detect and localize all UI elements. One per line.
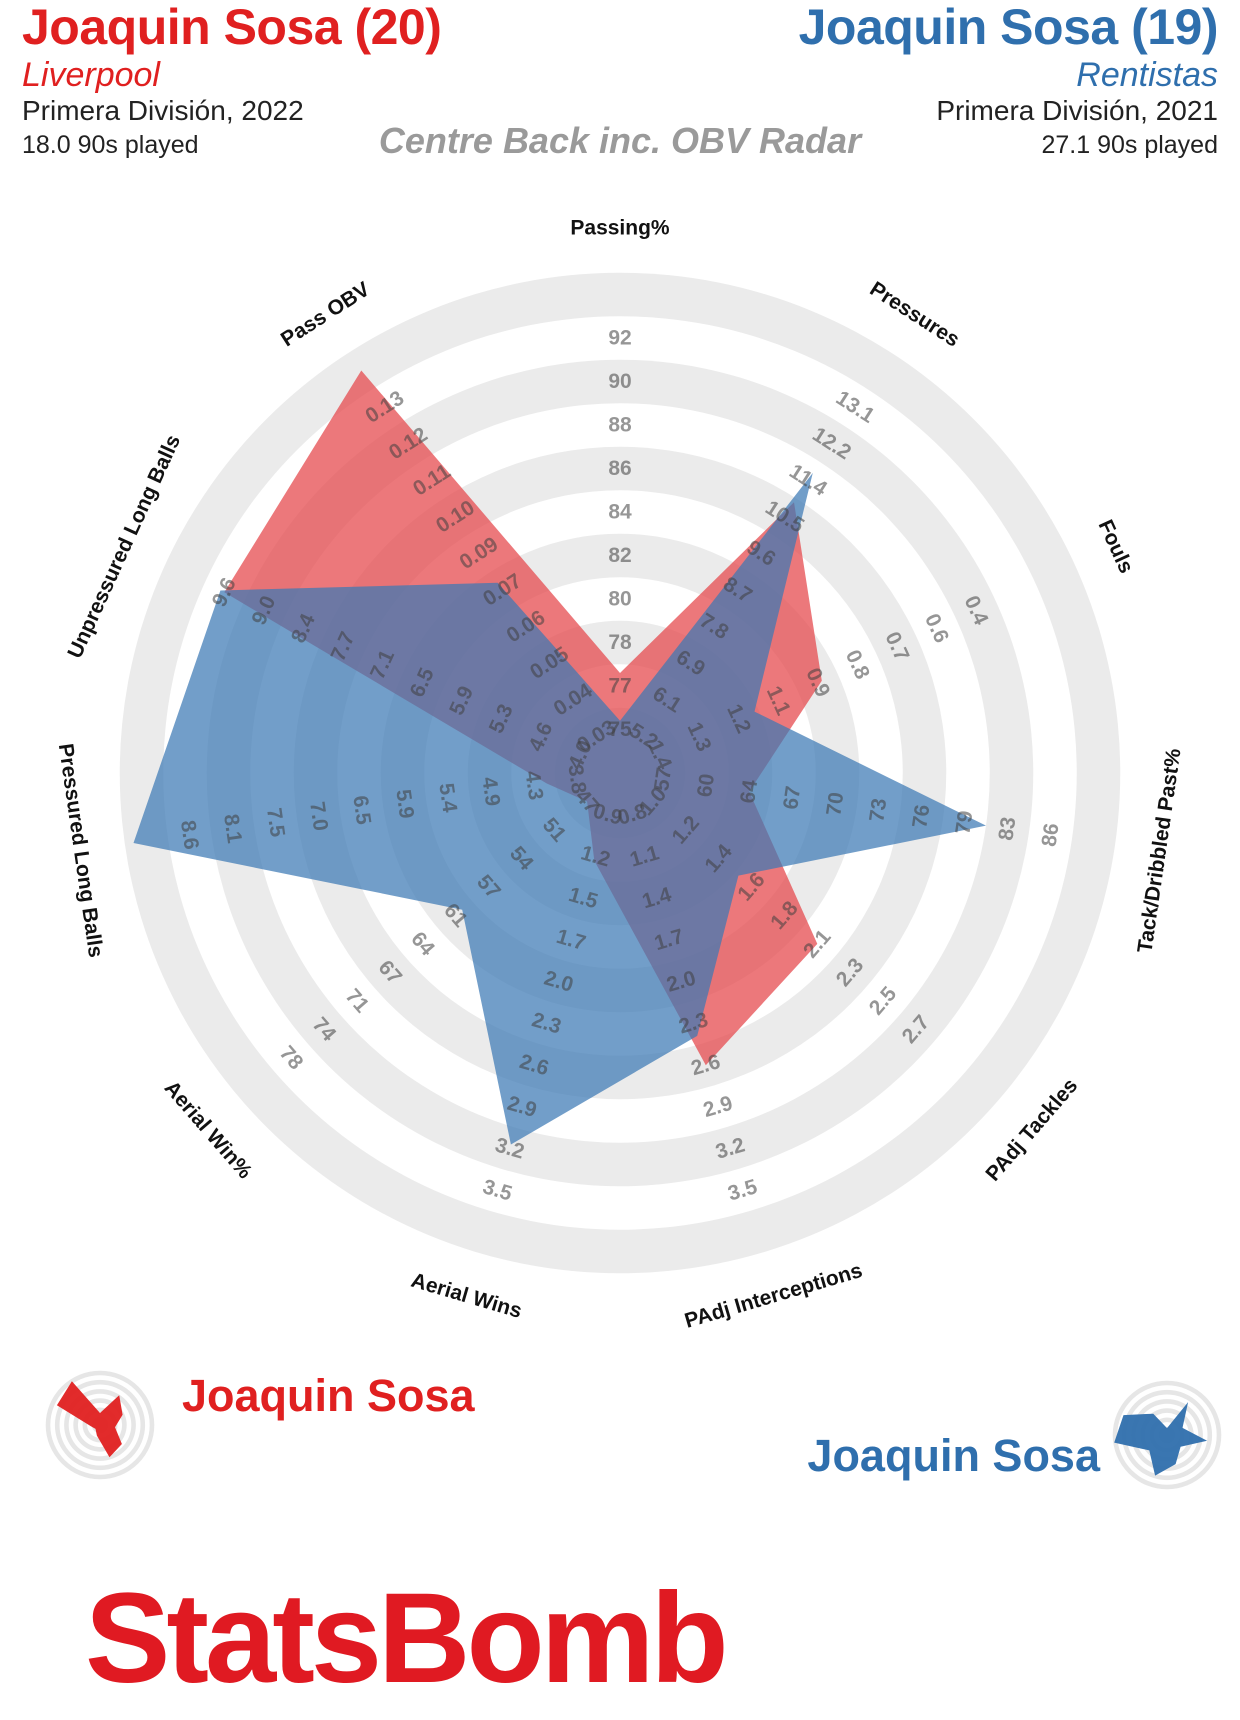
- tick-label: 57: [650, 766, 676, 792]
- radar-title: Centre Back inc. OBV Radar: [378, 120, 862, 161]
- legend-player1: Joaquin Sosa: [182, 1370, 475, 1421]
- tick-label: 86: [608, 457, 631, 480]
- player1-name: Joaquin Sosa (20): [22, 0, 442, 55]
- metric-label: Fouls: [1094, 516, 1138, 576]
- tick-label: 82: [608, 544, 631, 567]
- metric-label: Aerial Wins: [408, 1269, 524, 1323]
- tick-label: 92: [608, 327, 631, 350]
- statsbomb-logo: StatsBomb: [85, 1567, 729, 1710]
- tick-label: 73: [865, 797, 891, 823]
- tick-label: 7.5: [262, 806, 289, 838]
- tick-label: 8.6: [176, 819, 203, 851]
- tick-label: 64: [736, 778, 762, 805]
- player1-competition: Primera División, 2022: [22, 95, 304, 126]
- tick-label: 84: [608, 501, 632, 524]
- tick-label: 4.3: [520, 769, 547, 801]
- player1-mini-radar-icon: [45, 1370, 155, 1480]
- tick-label: 67: [779, 785, 805, 811]
- tick-label: 8.1: [219, 813, 246, 845]
- metric-label: PAdj Interceptions: [682, 1259, 865, 1333]
- player2-team: Rentistas: [1076, 56, 1218, 94]
- tick-label: 7.0: [305, 800, 332, 832]
- tick-label: 75: [608, 718, 632, 741]
- series-2-polygon: [133, 472, 986, 1145]
- tick-label: 79: [951, 809, 977, 835]
- tick-label: 78: [608, 631, 632, 654]
- metric-label: Pressured Long Balls: [54, 742, 107, 959]
- player2-name: Joaquin Sosa (19): [798, 0, 1219, 55]
- tick-label: 6.5: [348, 794, 375, 826]
- player2-minutes: 27.1 90s played: [1041, 131, 1218, 159]
- tick-label: 77: [608, 675, 631, 698]
- metric-label: Tack/Dribbled Past%: [1133, 747, 1185, 955]
- tick-label: 70: [822, 791, 848, 817]
- tick-label: 5.4: [434, 782, 461, 814]
- player1-team: Liverpool: [22, 56, 160, 94]
- tick-label: 60: [693, 772, 719, 798]
- metric-label: Passing%: [570, 217, 670, 240]
- mini-polygon: [56, 1381, 123, 1458]
- radar-chart: 757778808284868890925.26.16.97.88.79.610…: [54, 217, 1186, 1333]
- player1-minutes: 18.0 90s played: [22, 131, 199, 159]
- tick-label: 5.9: [391, 788, 418, 820]
- tick-label: 88: [608, 414, 632, 437]
- tick-label: 3.8: [563, 763, 590, 795]
- metric-label: Pressures: [866, 277, 964, 351]
- legend-player2: Joaquin Sosa: [807, 1430, 1100, 1481]
- metric-label: Pass OBV: [277, 278, 374, 352]
- radar-polygons: [133, 370, 986, 1145]
- tick-label: 90: [608, 370, 631, 393]
- tick-label: 80: [608, 588, 631, 611]
- player2-mini-radar-icon: [1112, 1380, 1222, 1490]
- tick-label: 4.9: [477, 776, 504, 808]
- mini-polygon: [1114, 1402, 1208, 1476]
- player2-competition: Primera División, 2021: [936, 95, 1218, 126]
- tick-label: 76: [908, 803, 934, 829]
- tick-label: 83: [994, 816, 1020, 842]
- tick-label: 86: [1038, 822, 1064, 848]
